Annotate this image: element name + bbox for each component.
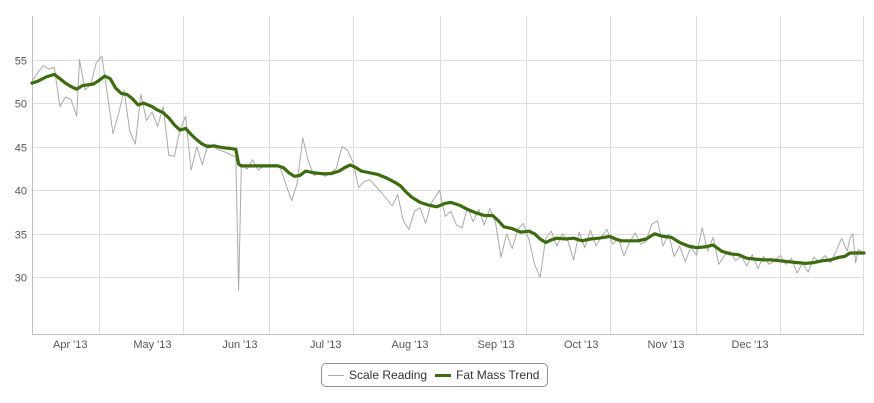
series-group (30, 55, 866, 291)
x-tick-label: Apr '13 (53, 339, 88, 351)
legend-swatch-fat-mass-trend (435, 373, 452, 377)
y-tick-label: 45 (15, 143, 27, 155)
x-tick-label: Sep '13 (478, 339, 515, 351)
gridlines (32, 16, 864, 334)
legend-item-fat-mass-trend[interactable]: Fat Mass Trend (435, 368, 539, 382)
y-tick-label: 35 (15, 230, 27, 242)
x-tick-label: Nov '13 (648, 339, 685, 351)
legend-swatch-scale-reading (328, 374, 344, 376)
x-tick-label: Jun '13 (222, 339, 257, 351)
x-tick-label: Jul '13 (310, 339, 341, 351)
y-tick-label: 55 (15, 56, 27, 68)
legend-label-scale-reading: Scale Reading (349, 368, 428, 382)
axes: 30 35 40 45 50 55 Apr '13 May '13 Jun '13 Jul '13… (15, 16, 864, 351)
x-tick-label: May '13 (133, 339, 171, 351)
series-line-scale-reading (31, 55, 865, 291)
y-tick-label: 50 (15, 99, 27, 111)
y-tick-label: 40 (15, 186, 27, 198)
legend-label-fat-mass-trend: Fat Mass Trend (456, 368, 540, 382)
x-tick-label: Aug '13 (392, 339, 429, 351)
legend-item-scale-reading[interactable]: Scale Reading (328, 368, 427, 382)
x-tick-label: Oct '13 (564, 339, 599, 351)
x-tick-label: Dec '13 (732, 339, 769, 351)
legend: Scale Reading Fat Mass Trend (321, 363, 549, 387)
series-line-fat-mass-trend (30, 72, 866, 265)
y-tick-label: 30 (15, 273, 27, 285)
